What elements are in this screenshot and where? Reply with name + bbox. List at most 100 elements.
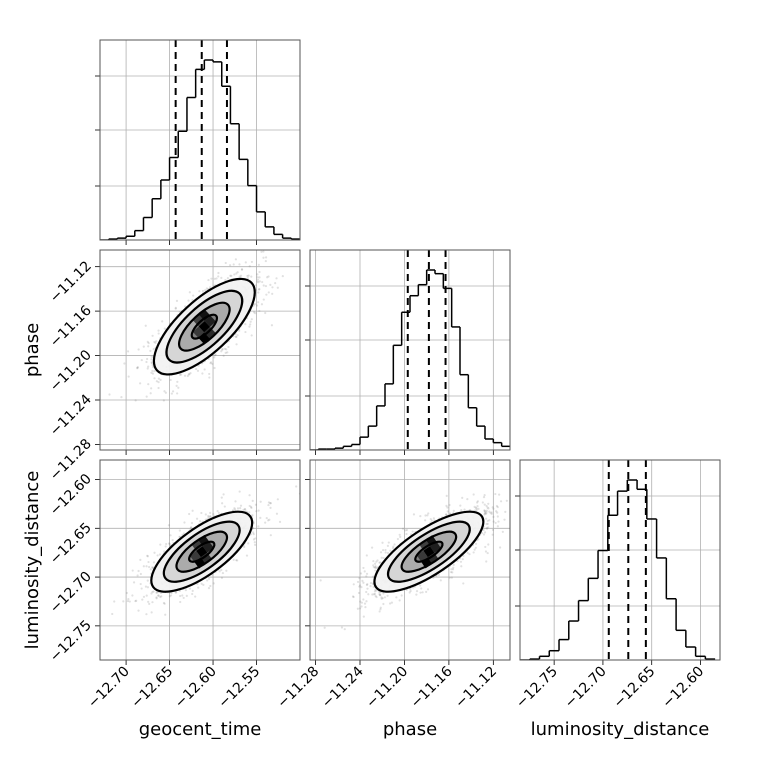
sample-point <box>235 272 238 275</box>
sample-point <box>250 275 253 278</box>
sample-point <box>366 583 369 586</box>
sample-point <box>256 304 259 307</box>
sample-point <box>168 595 171 598</box>
sample-point <box>245 554 249 557</box>
sample-point <box>139 558 142 561</box>
sample-point <box>365 600 368 603</box>
x-tick-label: −12.75 <box>513 664 561 712</box>
x-tick-label: −12.60 <box>659 664 707 712</box>
sample-point <box>178 529 181 532</box>
sample-point <box>264 311 267 315</box>
sample-point <box>179 600 182 604</box>
sample-point <box>491 506 494 509</box>
sample-point <box>163 390 166 393</box>
sample-point <box>248 494 251 497</box>
sample-point <box>256 278 260 281</box>
sample-point <box>137 609 140 612</box>
sample-point <box>257 288 261 291</box>
sample-point <box>351 595 355 598</box>
sample-point <box>267 519 270 522</box>
hist-area <box>310 250 510 450</box>
sample-point <box>262 256 265 259</box>
sample-point <box>153 369 156 373</box>
sample-point <box>180 373 183 376</box>
sample-point <box>275 277 278 280</box>
sample-point <box>204 289 207 292</box>
sample-point <box>111 612 114 616</box>
sample-point <box>240 268 244 271</box>
sample-point <box>271 292 274 295</box>
sample-point <box>492 515 495 519</box>
sample-point <box>253 303 257 306</box>
sample-point <box>209 362 212 365</box>
sample-point <box>145 594 148 597</box>
sample-point <box>247 542 250 545</box>
sample-point <box>226 277 229 280</box>
sample-point <box>360 586 363 589</box>
sample-point <box>221 347 224 351</box>
sample-point <box>183 521 186 524</box>
sample-point <box>257 525 260 528</box>
sample-point <box>216 509 219 513</box>
sample-point <box>167 542 171 545</box>
sample-point <box>485 504 488 508</box>
sample-point <box>235 559 238 562</box>
contour-line <box>152 277 256 376</box>
sample-point <box>197 586 200 589</box>
sample-point <box>248 511 251 514</box>
sample-point <box>239 507 242 510</box>
sample-point <box>182 532 186 535</box>
sample-point <box>265 293 268 296</box>
sample-point <box>146 579 149 582</box>
sample-point <box>275 512 279 515</box>
x-tick-label: −12.65 <box>128 664 176 712</box>
sample-point <box>149 568 152 571</box>
sample-point <box>270 324 274 327</box>
sample-point <box>264 521 267 524</box>
sample-point <box>177 386 180 389</box>
sample-point <box>155 340 158 343</box>
sample-point <box>476 500 479 503</box>
sample-point <box>151 369 154 372</box>
sample-point <box>147 342 150 345</box>
sample-point <box>448 512 452 515</box>
sample-point <box>146 357 149 361</box>
sample-point <box>142 345 145 348</box>
sample-point <box>207 516 210 519</box>
sample-point <box>239 274 243 277</box>
y-tick-label: −11.20 <box>47 347 95 395</box>
sample-point <box>257 301 260 304</box>
sample-point <box>149 349 152 352</box>
sample-point <box>147 365 150 368</box>
sample-point <box>222 493 225 496</box>
sample-point <box>215 277 218 280</box>
sample-point <box>474 506 477 509</box>
sample-point <box>213 356 216 359</box>
sample-point <box>134 599 137 603</box>
sample-point <box>157 329 160 332</box>
sample-point <box>488 510 491 513</box>
sample-point <box>383 596 387 599</box>
sample-point <box>374 566 377 569</box>
sample-point <box>243 507 246 511</box>
sample-point <box>242 508 245 512</box>
sample-point <box>157 332 160 335</box>
sample-point <box>108 393 111 396</box>
sample-point <box>181 594 184 597</box>
sample-point <box>174 307 177 310</box>
sample-point <box>150 611 153 614</box>
sample-point <box>220 568 223 572</box>
sample-point <box>267 275 270 278</box>
sample-point <box>340 626 344 629</box>
sample-point <box>178 535 181 538</box>
sample-point <box>232 263 235 266</box>
sample-point <box>386 594 389 597</box>
sample-point <box>472 493 475 496</box>
sample-point <box>393 543 396 546</box>
sample-point <box>150 592 153 595</box>
sample-point <box>196 582 199 586</box>
sample-point <box>260 250 263 253</box>
sample-point <box>489 511 492 514</box>
sample-point <box>221 571 225 575</box>
sample-point <box>209 286 212 289</box>
